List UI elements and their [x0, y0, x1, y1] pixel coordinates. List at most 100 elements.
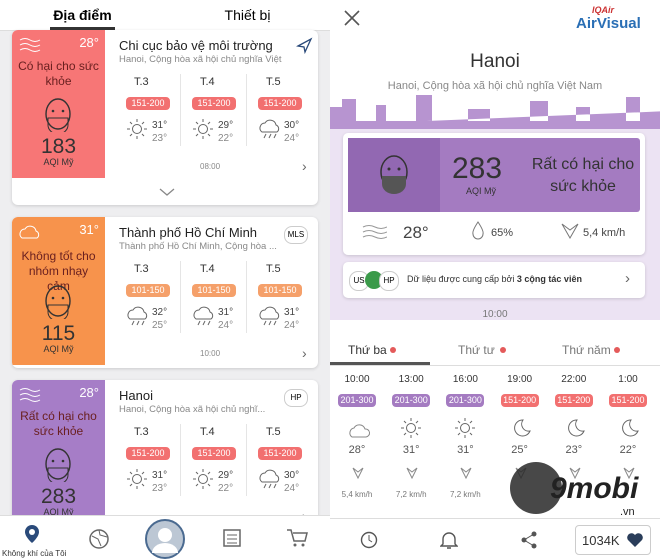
column-divider — [246, 424, 247, 496]
aqi-range-badge: 151-200 — [554, 394, 593, 407]
aqi-range-badge: 201-300 — [446, 394, 485, 407]
source-text: Dữ liệu được cung cấp bởi — [407, 274, 515, 284]
hour-temp: 23° — [565, 444, 583, 456]
day-label: T.4 — [200, 76, 215, 88]
weather-icon — [127, 119, 147, 139]
weather-icon — [259, 469, 280, 489]
temp-high: 29° — [218, 120, 234, 131]
weather-icon — [400, 417, 426, 444]
wind-dir-icon — [406, 467, 418, 480]
wind-dir-icon — [405, 466, 431, 493]
heart-icon — [627, 533, 643, 547]
face-icon — [40, 446, 76, 485]
weather-icon — [259, 306, 280, 326]
alert-dot — [500, 347, 506, 353]
location-address: Thành phố Hồ Chí Minh, Cộng hòa ... — [119, 241, 277, 252]
aqi-status: Rất có hại cho sức khỏe — [531, 156, 635, 195]
nav-icon[interactable] — [88, 528, 110, 550]
weather-icon — [454, 417, 480, 444]
day-label: T.3 — [134, 76, 149, 88]
weather-icon — [127, 306, 148, 326]
weather-icon — [126, 305, 152, 332]
alert-dot — [390, 347, 396, 353]
temp-low: 22° — [218, 483, 234, 494]
location-name: Thành phố Hồ Chí Minh — [119, 225, 258, 240]
bottom-nav: Không khí của Tôi — [0, 515, 330, 559]
location-card[interactable]: 28° Có hại cho sức khỏe 183 AQI Mỹ Chi cục b… — [12, 30, 318, 205]
day-tab[interactable]: Thứ ba — [348, 343, 387, 357]
aqi-range-badge: 151-200 — [192, 97, 236, 110]
alert-button[interactable] — [440, 530, 458, 550]
aqi-range-badge: 151-200 — [126, 97, 170, 110]
aqi-range-badge: 101-150 — [126, 284, 170, 297]
watermark-brand: 9mobi — [550, 472, 639, 505]
watermark-domain: .vn — [620, 506, 635, 518]
aqi-status: Rất có hại cho sức khỏe — [20, 409, 97, 438]
face-icon — [45, 98, 71, 135]
face-icon — [40, 283, 76, 322]
aqi-value: 183 — [40, 135, 77, 158]
aqi-label: AQI Mỹ — [43, 157, 74, 167]
wind-dir-icon — [352, 467, 364, 480]
location-name: Hanoi — [119, 388, 153, 403]
day-tab[interactable]: Thứ tư — [458, 343, 495, 357]
weather-icon — [258, 468, 284, 495]
wind-icon — [362, 225, 387, 239]
temp-low: 23° — [152, 133, 168, 144]
aqi-block: 28° Rất có hại cho sức khỏe 283 AQI Mỹ — [12, 380, 105, 528]
nav-icon[interactable] — [222, 528, 242, 548]
face-icon — [45, 285, 71, 322]
wind-dir-icon — [622, 466, 648, 493]
close-button[interactable] — [344, 10, 360, 26]
day-tab[interactable]: Thứ năm — [562, 343, 611, 357]
location-name: Chi cục bảo vệ môi trường — [119, 38, 273, 53]
share-button[interactable] — [520, 531, 538, 549]
nav-icon[interactable] — [286, 528, 308, 548]
updated-time: 10:00 — [482, 309, 508, 320]
aqi-range-badge: 151-200 — [258, 447, 302, 460]
weather-icon — [126, 118, 152, 145]
face-icon — [40, 96, 76, 135]
temp-low: 24° — [284, 483, 300, 494]
source-count: 3 cộng tác viên — [516, 274, 582, 284]
day-label: T.5 — [266, 426, 281, 438]
weather-icon — [18, 222, 44, 249]
temp-high: 31° — [284, 307, 300, 318]
temperature: 28° — [79, 385, 99, 400]
aqi-label: AQI Mỹ — [43, 344, 74, 354]
temp-low: 24° — [284, 133, 300, 144]
hour-label: 16:00 — [452, 374, 478, 385]
wind-dir-icon — [561, 223, 579, 239]
aqi-box: 283 AQI Mỹ Rất có hại cho sức khỏe — [348, 138, 640, 212]
tab[interactable]: Thiết bị — [224, 7, 271, 23]
aqi-range-badge: 151-200 — [500, 394, 539, 407]
expand-chevron — [158, 185, 184, 205]
location-card[interactable]: 28° Rất có hại cho sức khỏe 283 AQI Mỹ Hanoi… — [12, 380, 318, 530]
aqi-value: 283 — [452, 152, 503, 185]
like-button[interactable]: 1034K — [575, 525, 651, 555]
location-arrow — [296, 37, 318, 64]
hour-temp: 22° — [619, 444, 637, 456]
action-bar: 1034K — [330, 518, 660, 559]
aqi-range-badge: 151-200 — [126, 447, 170, 460]
history-button[interactable] — [360, 531, 378, 549]
tab-indicator — [330, 362, 430, 365]
nav-icon[interactable] — [22, 524, 42, 544]
day-label: T.3 — [134, 426, 149, 438]
weather-icon — [622, 419, 639, 437]
tab[interactable]: Địa điểm — [53, 7, 112, 23]
aqi-range-badge: 151-200 — [192, 447, 236, 460]
weather-icon — [126, 468, 152, 495]
temp-low: 24° — [284, 320, 300, 331]
weather-icon — [258, 118, 284, 145]
nav-label: Không khí của Tôi — [2, 549, 67, 558]
logo-top: IQAir — [592, 5, 615, 15]
day-label: T.5 — [266, 263, 281, 275]
wind: 5,4 km/h — [583, 227, 626, 239]
location-card[interactable]: 31° Không tốt cho nhóm nhạy cảm 115 AQI Mỹ T… — [12, 217, 318, 368]
day-label: T.4 — [200, 263, 215, 275]
source-card[interactable]: US HP Dữ liệu được cung cấp bởi 3 cộng t… — [343, 262, 645, 298]
source-badge: HP — [284, 389, 308, 407]
nav-avatar[interactable] — [145, 519, 185, 559]
